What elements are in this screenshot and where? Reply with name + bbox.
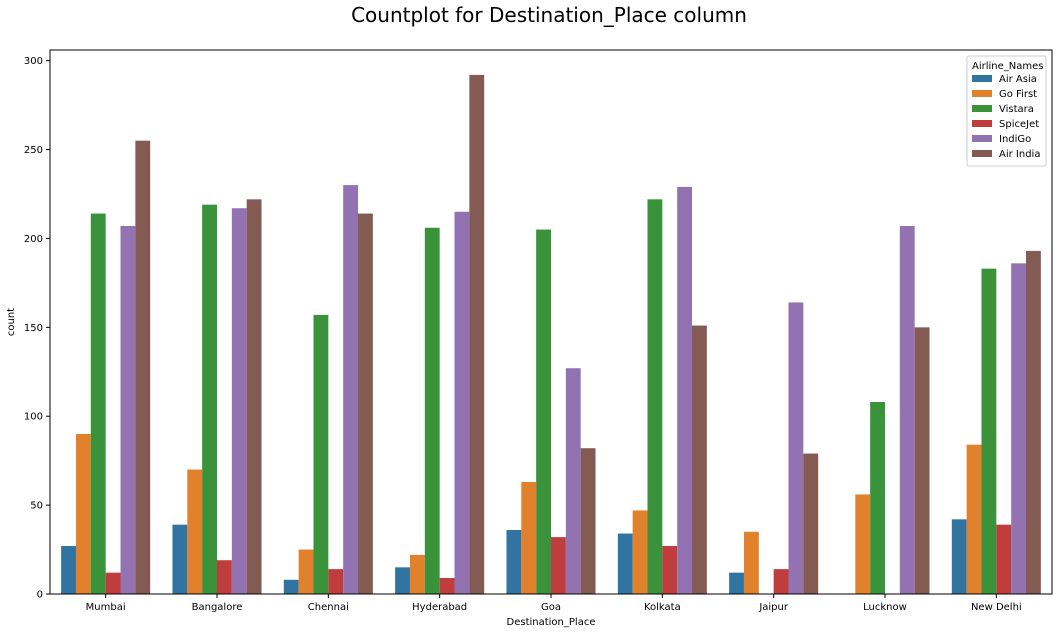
y-tick-label: 0 — [37, 590, 43, 601]
bar-indigo-lucknow — [899, 226, 915, 594]
bar-air-asia-mumbai — [61, 546, 76, 594]
legend-swatch — [972, 75, 992, 82]
bar-indigo-bangalore — [231, 208, 247, 594]
x-tick-label: New Delhi — [971, 602, 1022, 613]
legend-label: Go First — [999, 89, 1037, 100]
bar-air-india-bangalore — [246, 199, 262, 594]
bar-vistara-lucknow — [870, 402, 885, 594]
bar-air-asia-kolkata — [617, 533, 633, 594]
plot-frame — [49, 49, 1053, 595]
bar-air-asia-new-delhi — [951, 519, 967, 594]
bar-go-first-goa — [521, 482, 537, 594]
bar-go-first-jaipur — [743, 531, 759, 594]
bar-air-india-lucknow — [914, 327, 930, 594]
legend-label: Air India — [999, 149, 1040, 160]
bar-air-india-new-delhi — [1026, 250, 1041, 594]
bar-air-india-kolkata — [692, 325, 707, 594]
legend-label: Vistara — [999, 104, 1034, 115]
legend-swatch — [972, 90, 992, 97]
y-tick-label: 100 — [24, 412, 43, 423]
bar-go-first-bangalore — [187, 469, 203, 594]
bar-indigo-kolkata — [677, 186, 693, 594]
legend-swatch — [972, 135, 992, 142]
bar-go-first-new-delhi — [966, 444, 982, 594]
bar-vistara-bangalore — [202, 204, 217, 595]
x-tick-label: Kolkata — [644, 602, 681, 613]
y-axis: 0 50 100 150 200 250 300 — [24, 56, 50, 601]
bar-vistara-kolkata — [647, 199, 663, 594]
x-axis-label: Destination_Place — [507, 617, 596, 628]
bar-indigo-goa — [565, 368, 581, 594]
bar-spicejet-goa — [551, 537, 566, 594]
bar-vistara-chennai — [313, 314, 329, 594]
bar-air-india-hyderabad — [469, 74, 485, 594]
bar-air-asia-jaipur — [729, 572, 744, 594]
bar-indigo-hyderabad — [454, 211, 470, 594]
bar-air-india-mumbai — [135, 140, 151, 595]
y-tick-label: 150 — [24, 323, 43, 334]
x-tick-label: Chennai — [308, 602, 349, 613]
bar-vistara-hyderabad — [424, 227, 440, 594]
x-tick-label: Lucknow — [863, 602, 907, 613]
bar-air-asia-hyderabad — [395, 567, 410, 594]
bar-spicejet-hyderabad — [439, 578, 455, 594]
y-tick-label: 50 — [30, 501, 43, 512]
bar-air-india-jaipur — [803, 453, 819, 594]
bar-air-asia-chennai — [283, 579, 299, 594]
y-axis-label: count — [6, 308, 17, 336]
legend: Airline_Names Air Asia Go First Vistara Spi… — [966, 55, 1047, 167]
legend-swatch — [972, 120, 992, 127]
legend-label: IndiGo — [999, 134, 1031, 145]
bar-spicejet-jaipur — [773, 569, 789, 594]
bar-indigo-mumbai — [120, 226, 136, 594]
x-tick-label: Jaipur — [758, 602, 789, 613]
bar-spicejet-kolkata — [662, 546, 678, 594]
y-tick-label: 200 — [24, 234, 43, 245]
bars-group — [61, 74, 1041, 595]
bar-spicejet-mumbai — [105, 572, 121, 594]
y-tick-label: 300 — [24, 56, 43, 67]
legend-title: Airline_Names — [972, 61, 1044, 72]
bar-go-first-mumbai — [75, 434, 91, 594]
legend-label: SpiceJet — [999, 119, 1039, 130]
bar-vistara-new-delhi — [981, 268, 997, 594]
bar-indigo-jaipur — [788, 302, 804, 594]
bar-air-asia-goa — [506, 530, 522, 594]
bar-spicejet-new-delhi — [996, 524, 1012, 594]
x-tick-label: Goa — [541, 602, 561, 613]
x-tick-label: Hyderabad — [412, 602, 467, 613]
bar-air-india-goa — [580, 448, 596, 594]
bar-indigo-chennai — [343, 185, 359, 595]
y-tick-label: 250 — [24, 145, 43, 156]
bar-vistara-goa — [536, 229, 551, 594]
bar-air-asia-bangalore — [172, 524, 188, 594]
bar-go-first-kolkata — [632, 510, 648, 594]
bar-go-first-lucknow — [855, 494, 871, 594]
bar-air-india-chennai — [358, 213, 373, 594]
x-tick-label: Mumbai — [86, 602, 126, 613]
legend-swatch — [972, 105, 992, 112]
bar-spicejet-bangalore — [217, 560, 232, 594]
bar-spicejet-chennai — [328, 569, 344, 594]
x-axis: Mumbai Bangalore Chennai Hyderabad Goa Kolkat… — [86, 594, 1022, 613]
legend-swatch — [972, 150, 992, 157]
bar-go-first-chennai — [298, 549, 314, 594]
x-tick-label: Bangalore — [192, 602, 243, 613]
chart-title: Countplot for Destination_Place column — [351, 3, 747, 27]
legend-label: Air Asia — [999, 74, 1037, 85]
bar-vistara-mumbai — [90, 213, 106, 594]
bar-indigo-new-delhi — [1011, 263, 1027, 594]
bar-go-first-hyderabad — [409, 554, 425, 594]
legend-items: Air Asia Go First Vistara SpiceJet IndiGo Air… — [972, 74, 1040, 160]
